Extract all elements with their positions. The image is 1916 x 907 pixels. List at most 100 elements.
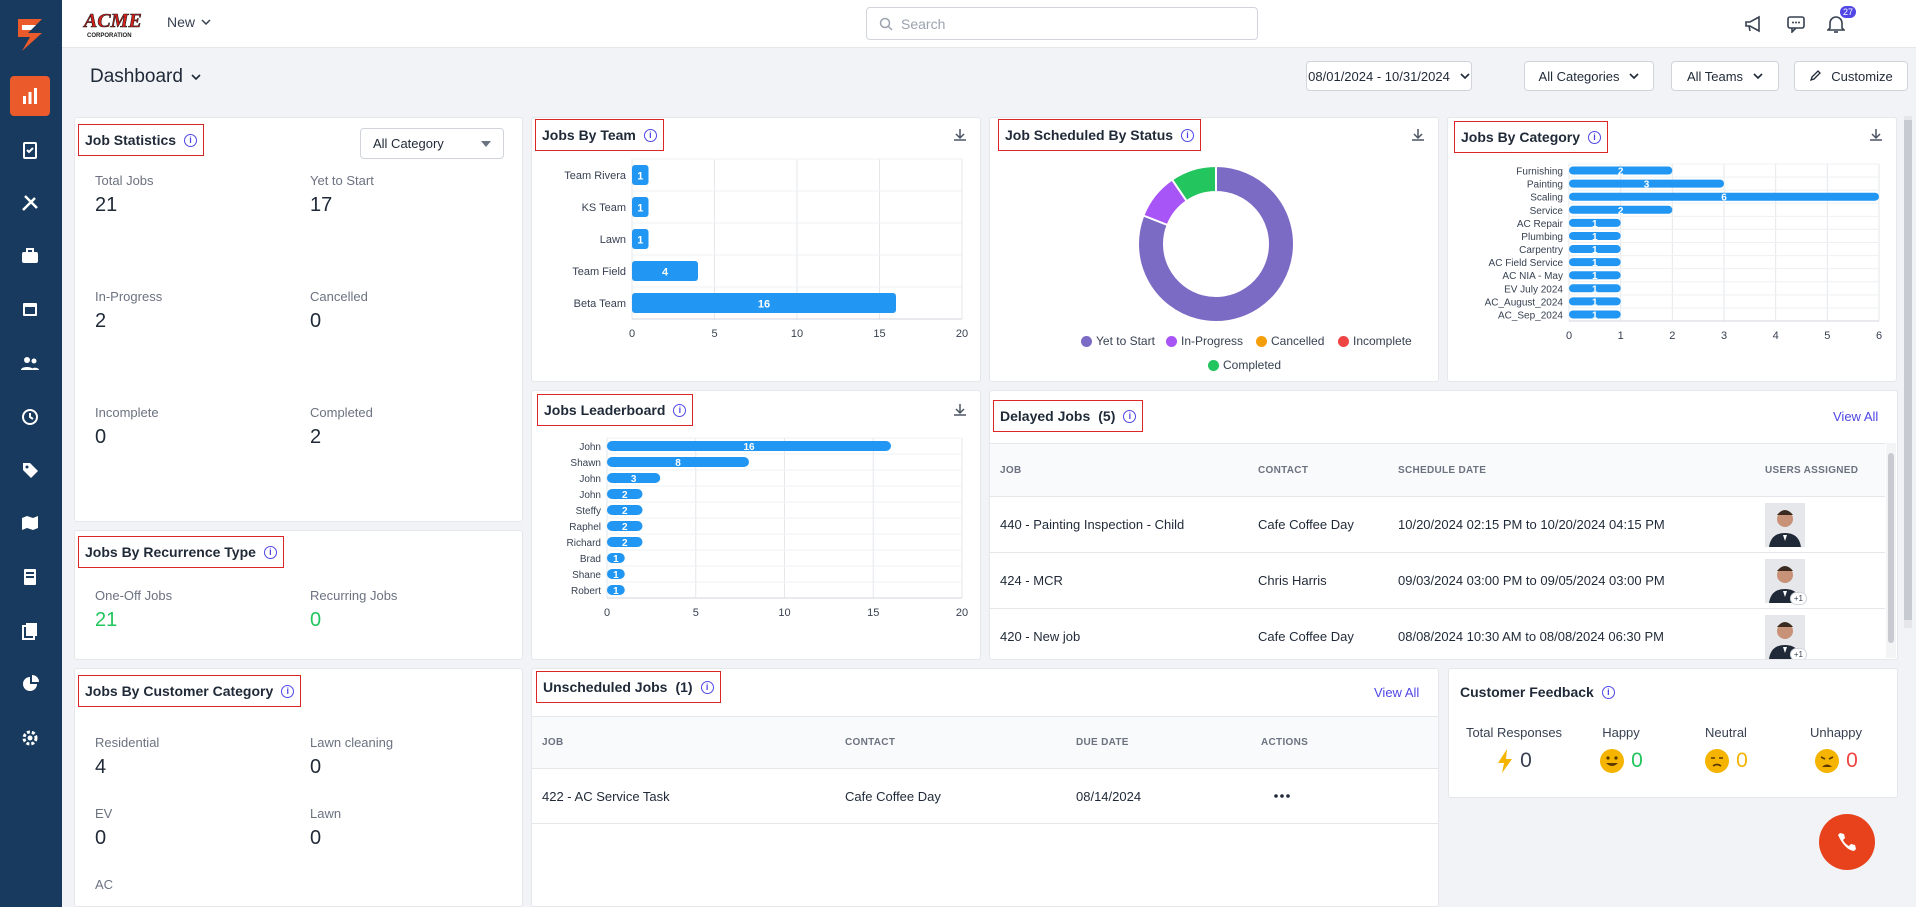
- bar[interactable]: [1569, 179, 1724, 188]
- view-all-link[interactable]: View All: [1833, 409, 1879, 424]
- bar[interactable]: [1569, 297, 1621, 306]
- bar[interactable]: [607, 473, 661, 483]
- bar[interactable]: [1569, 218, 1621, 227]
- download-icon[interactable]: [1869, 128, 1883, 142]
- documents-icon[interactable]: [10, 611, 50, 651]
- assigned-user-avatar[interactable]: +1: [1765, 615, 1807, 659]
- stat-incomplete[interactable]: Incomplete 0: [95, 405, 159, 449]
- stat-ac[interactable]: AC: [95, 877, 113, 892]
- dashboard-title-dropdown[interactable]: Dashboard: [90, 66, 201, 88]
- download-icon[interactable]: [1411, 128, 1425, 142]
- customize-button[interactable]: Customize: [1794, 61, 1908, 91]
- stat-yet-to-start[interactable]: Yet to Start 17: [310, 173, 374, 217]
- info-icon[interactable]: i: [263, 545, 277, 559]
- megaphone-icon[interactable]: [1742, 12, 1766, 36]
- tag-icon[interactable]: [10, 450, 50, 490]
- legend-item[interactable]: In-Progress: [1166, 334, 1243, 348]
- stat-one-off-jobs[interactable]: One-Off Jobs 21: [95, 588, 172, 632]
- stat-recurring-jobs[interactable]: Recurring Jobs 0: [310, 588, 397, 632]
- chat-icon[interactable]: [1784, 12, 1808, 36]
- stat-residential[interactable]: Residential 4: [95, 735, 159, 779]
- users-icon[interactable]: [10, 343, 50, 383]
- bar[interactable]: [632, 261, 698, 281]
- stat-total-jobs[interactable]: Total Jobs 21: [95, 173, 154, 217]
- categories-filter[interactable]: All Categories: [1524, 61, 1654, 91]
- bar[interactable]: [607, 553, 625, 563]
- assigned-user-avatar[interactable]: [1765, 503, 1805, 547]
- bar[interactable]: [632, 197, 649, 217]
- job-cell[interactable]: 440 - Painting Inspection - Child: [1000, 517, 1185, 532]
- bar[interactable]: [607, 489, 643, 499]
- calendar-icon[interactable]: [10, 289, 50, 329]
- info-icon[interactable]: i: [1601, 685, 1615, 699]
- search-input[interactable]: Search: [866, 7, 1258, 40]
- view-all-link[interactable]: View All: [1374, 685, 1420, 700]
- bar[interactable]: [1569, 271, 1621, 280]
- stat-lawn[interactable]: Lawn 0: [310, 806, 341, 850]
- bar[interactable]: [607, 457, 749, 467]
- new-dropdown[interactable]: New: [167, 14, 211, 30]
- bar[interactable]: [632, 229, 649, 249]
- info-icon[interactable]: i: [1588, 130, 1602, 144]
- job-cell[interactable]: 422 - AC Service Task: [542, 789, 670, 804]
- briefcase-icon[interactable]: [10, 236, 50, 276]
- legend-item[interactable]: Incomplete: [1338, 334, 1412, 348]
- tools-icon[interactable]: [10, 183, 50, 223]
- table-row[interactable]: 422 - AC Service Task Cafe Coffee Day 08…: [532, 769, 1438, 824]
- clock-icon[interactable]: [10, 397, 50, 437]
- info-icon[interactable]: i: [1123, 409, 1137, 423]
- table-row[interactable]: 440 - Painting Inspection - Child Cafe Co…: [990, 497, 1885, 553]
- reports-icon[interactable]: [10, 664, 50, 704]
- info-icon[interactable]: i: [700, 680, 714, 694]
- stat-completed[interactable]: Completed 2: [310, 405, 373, 449]
- bar[interactable]: [1569, 284, 1621, 293]
- date-range-picker[interactable]: 08/01/2024 - 10/31/2024: [1306, 61, 1472, 91]
- donut-slice[interactable]: [1137, 164, 1295, 323]
- category-select[interactable]: All Category: [360, 128, 504, 159]
- teams-filter[interactable]: All Teams: [1671, 61, 1779, 91]
- jobs-icon[interactable]: [10, 130, 50, 170]
- bar[interactable]: [607, 585, 625, 595]
- bar[interactable]: [1569, 245, 1621, 254]
- invoice-icon[interactable]: [10, 557, 50, 597]
- legend-item[interactable]: Completed: [1208, 358, 1281, 372]
- table-scrollbar[interactable]: [1886, 443, 1896, 658]
- bar[interactable]: [607, 505, 643, 515]
- legend-item[interactable]: Cancelled: [1256, 334, 1324, 348]
- download-icon[interactable]: [953, 403, 967, 417]
- bar[interactable]: [1569, 166, 1673, 175]
- app-logo-icon[interactable]: [0, 0, 62, 68]
- bar[interactable]: [1569, 231, 1621, 240]
- donut-slice[interactable]: [1170, 164, 1217, 203]
- job-cell[interactable]: 420 - New job: [1000, 629, 1081, 644]
- stat-lawn-cleaning[interactable]: Lawn cleaning 0: [310, 735, 393, 779]
- bar[interactable]: [1569, 205, 1673, 214]
- job-cell[interactable]: 424 - MCR: [1000, 573, 1063, 588]
- download-icon[interactable]: [953, 128, 967, 142]
- legend-item[interactable]: Yet to Start: [1081, 334, 1155, 348]
- assigned-user-avatar[interactable]: +1: [1765, 559, 1807, 605]
- map-icon[interactable]: [10, 503, 50, 543]
- bar[interactable]: [607, 569, 625, 579]
- info-icon[interactable]: i: [184, 133, 198, 147]
- info-icon[interactable]: i: [1181, 128, 1195, 142]
- info-icon[interactable]: i: [643, 128, 657, 142]
- call-button[interactable]: [1819, 814, 1875, 870]
- table-row[interactable]: 420 - New job Cafe Coffee Day 08/08/2024 1…: [990, 609, 1885, 659]
- bar[interactable]: [1569, 192, 1879, 201]
- table-row[interactable]: 424 - MCR Chris Harris 09/03/2024 03:00 PM…: [990, 553, 1885, 609]
- stat-in-progress[interactable]: In-Progress 2: [95, 289, 162, 333]
- page-scrollbar[interactable]: [1904, 116, 1912, 628]
- stat-cancelled[interactable]: Cancelled 0: [310, 289, 368, 333]
- settings-gear-icon[interactable]: [10, 718, 50, 758]
- bar[interactable]: [607, 521, 643, 531]
- stat-ev[interactable]: EV 0: [95, 806, 112, 850]
- bar[interactable]: [1569, 258, 1621, 267]
- info-icon[interactable]: i: [281, 684, 295, 698]
- bar[interactable]: [1569, 310, 1621, 319]
- bell-icon[interactable]: 27: [1824, 6, 1856, 36]
- info-icon[interactable]: i: [673, 403, 687, 417]
- bar[interactable]: [632, 293, 896, 313]
- more-actions-icon[interactable]: [1274, 794, 1290, 798]
- bar[interactable]: [632, 165, 649, 185]
